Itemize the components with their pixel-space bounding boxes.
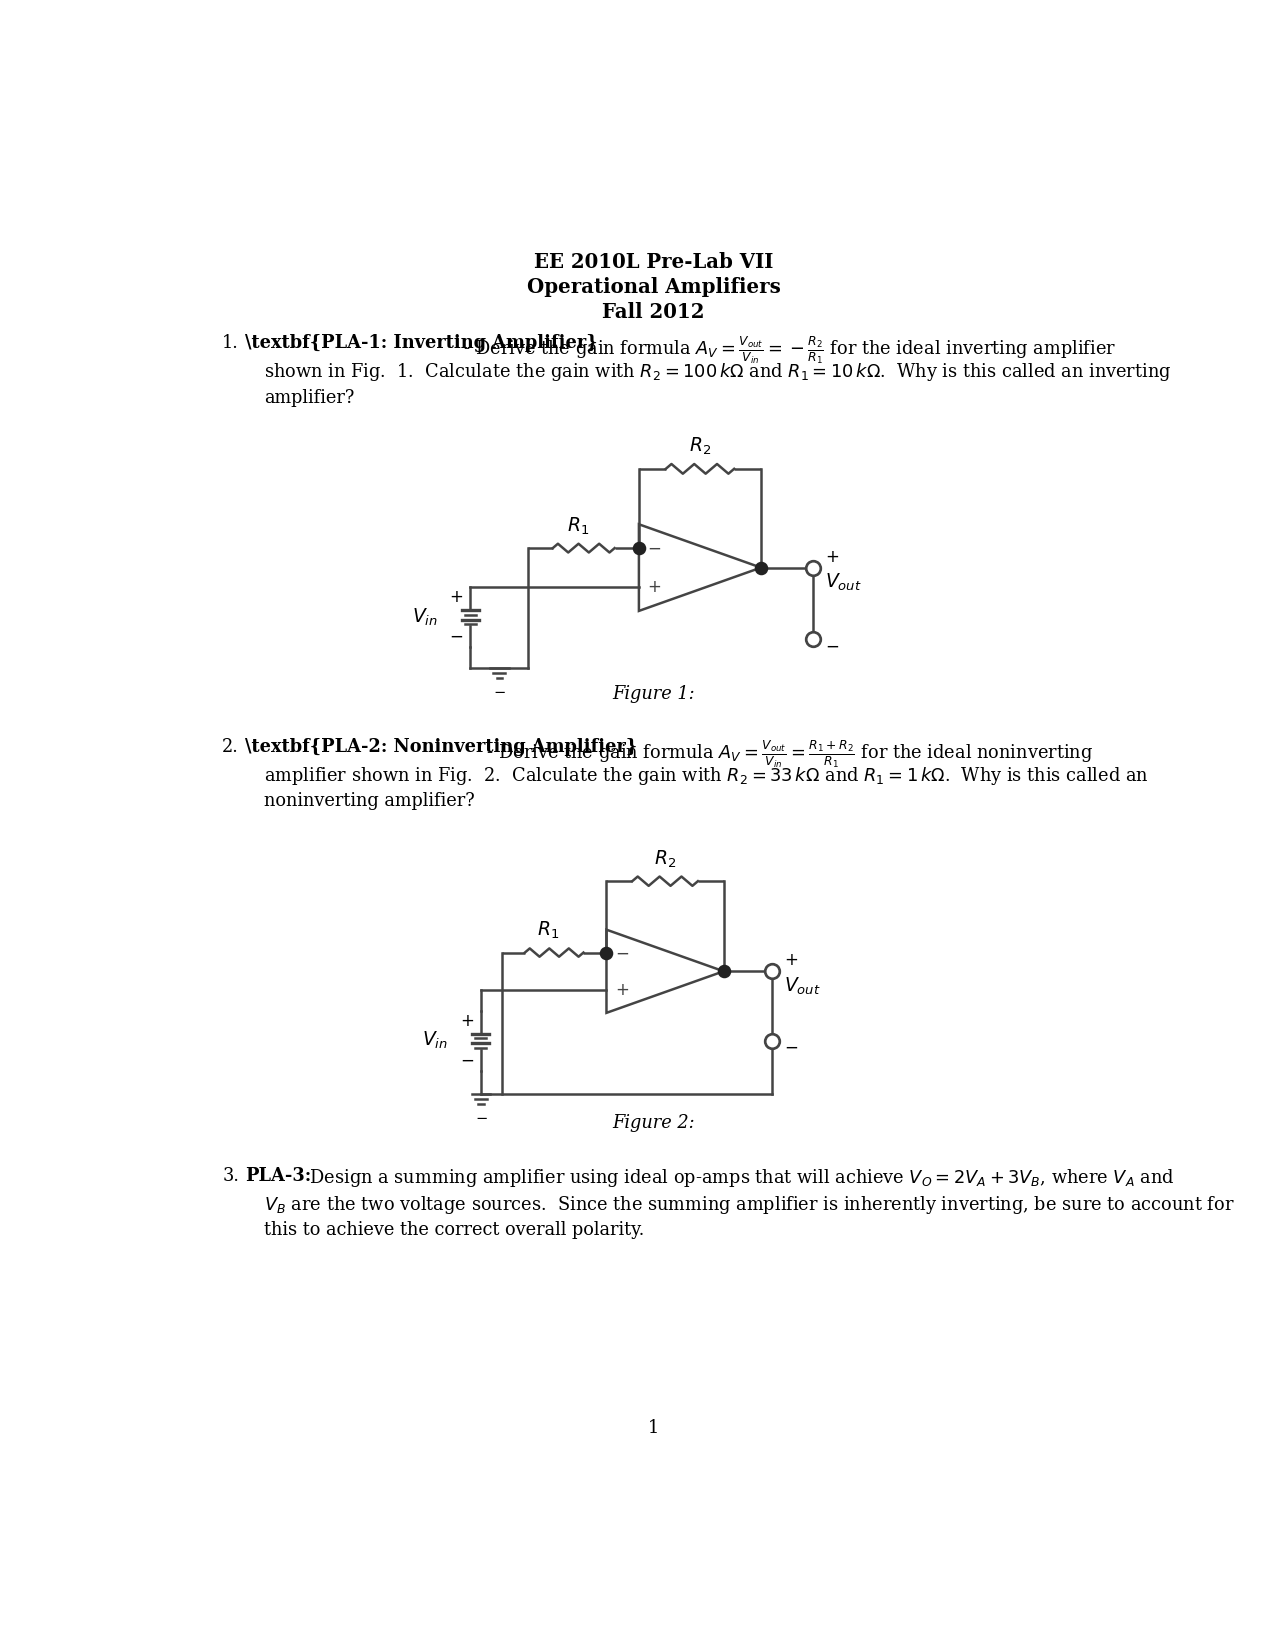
Text: $+$: $+$	[615, 982, 629, 998]
Text: Figure 2:: Figure 2:	[612, 1114, 695, 1132]
Text: shown in Fig.  1.  Calculate the gain with $R_2 = 100\,k\Omega$ and $R_1 = 10\,k: shown in Fig. 1. Calculate the gain with…	[264, 361, 1172, 383]
Text: amplifier shown in Fig.  2.  Calculate the gain with $R_2 = 33\,k\Omega$ and $R_: amplifier shown in Fig. 2. Calculate the…	[264, 766, 1149, 787]
Text: 2.: 2.	[222, 738, 238, 756]
Text: $R_2$: $R_2$	[654, 848, 676, 870]
Text: $+$: $+$	[784, 952, 798, 970]
Text: $-$: $-$	[825, 637, 839, 655]
Text: Design a summing amplifier using ideal op-amps that will achieve $V_O = 2V_A + 3: Design a summing amplifier using ideal o…	[303, 1167, 1174, 1188]
Text: PLA-3:: PLA-3:	[245, 1167, 311, 1185]
Text: $R_1$: $R_1$	[567, 515, 589, 536]
Text: $-$: $-$	[646, 540, 662, 558]
Text: - Derive the gain formula $A_V = \frac{V_{out}}{V_{in}} = -\frac{R_2}{R_1}$ for : - Derive the gain formula $A_V = \frac{V…	[458, 335, 1117, 366]
Text: EE 2010L Pre-Lab VII: EE 2010L Pre-Lab VII	[534, 251, 773, 272]
Text: $V_{in}$: $V_{in}$	[422, 1030, 449, 1051]
Text: Figure 1:: Figure 1:	[612, 685, 695, 703]
Text: $-$: $-$	[474, 1110, 487, 1124]
Text: \textbf{PLA-2: Noninverting Amplifier}: \textbf{PLA-2: Noninverting Amplifier}	[245, 738, 638, 756]
Text: $+$: $+$	[825, 549, 839, 566]
Text: amplifier?: amplifier?	[264, 389, 354, 406]
Text: $R_1$: $R_1$	[537, 919, 560, 940]
Text: $V_{in}$: $V_{in}$	[412, 607, 437, 627]
Text: $-$: $-$	[449, 629, 463, 645]
Text: $-$: $-$	[460, 1051, 474, 1069]
Text: Fall 2012: Fall 2012	[602, 302, 705, 322]
Text: this to achieve the correct overall polarity.: this to achieve the correct overall pola…	[264, 1221, 644, 1239]
Text: $-$: $-$	[784, 1040, 798, 1056]
Text: \textbf{PLA-1: Inverting Amplifier}: \textbf{PLA-1: Inverting Amplifier}	[245, 335, 598, 353]
Text: 3.: 3.	[222, 1167, 238, 1185]
Text: noninverting amplifier?: noninverting amplifier?	[264, 792, 474, 810]
Text: - Derive the gain formula $A_V = \frac{V_{out}}{V_{in}} = \frac{R_1+R_2}{R_1}$ f: - Derive the gain formula $A_V = \frac{V…	[482, 738, 1094, 771]
Text: 1.: 1.	[222, 335, 238, 353]
Text: $+$: $+$	[449, 589, 463, 607]
Text: Operational Amplifiers: Operational Amplifiers	[527, 277, 780, 297]
Text: 1: 1	[648, 1419, 659, 1437]
Text: $V_B$ are the two voltage sources.  Since the summing amplifier is inherently in: $V_B$ are the two voltage sources. Since…	[264, 1195, 1234, 1216]
Text: $V_{out}$: $V_{out}$	[825, 573, 862, 594]
Text: $R_2$: $R_2$	[688, 436, 711, 457]
Text: $+$: $+$	[460, 1013, 474, 1030]
Text: $-$: $-$	[615, 944, 629, 962]
Text: $V_{out}$: $V_{out}$	[784, 975, 821, 997]
Text: $+$: $+$	[646, 578, 662, 596]
Text: $-$: $-$	[493, 685, 506, 698]
